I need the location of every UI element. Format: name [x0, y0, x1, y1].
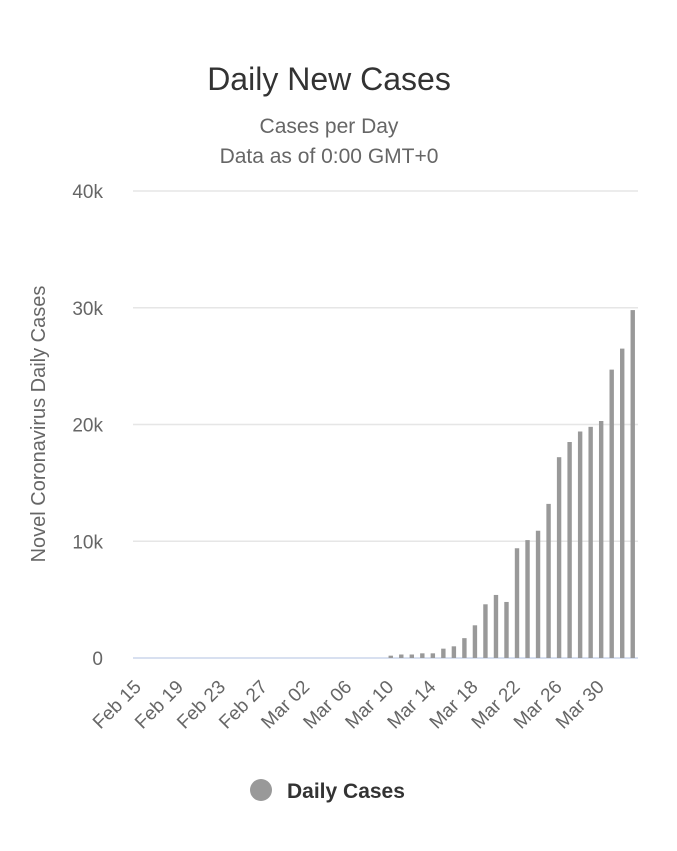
- bar: [462, 638, 467, 658]
- x-tick-label: Mar 30: [552, 677, 609, 734]
- y-tick-label: 40k: [72, 182, 103, 203]
- chart-subtitle: Cases per Day: [260, 115, 399, 138]
- bar: [409, 654, 415, 658]
- bar: [535, 530, 541, 658]
- bar: [546, 503, 551, 658]
- bar: [577, 431, 583, 658]
- y-tick-label: 20k: [72, 416, 103, 437]
- y-tick-label: 0: [92, 649, 103, 670]
- bar: [388, 655, 393, 658]
- bar: [567, 442, 572, 658]
- bar: [588, 426, 593, 658]
- bar: [598, 420, 604, 658]
- y-tick-label: 10k: [72, 532, 103, 553]
- bar: [630, 310, 635, 658]
- legend-marker: [250, 779, 272, 801]
- bar: [451, 646, 457, 658]
- bar: [556, 457, 562, 658]
- bar: [483, 604, 488, 658]
- chart-subtitle: Data as of 0:00 GMT+0: [220, 145, 439, 168]
- bar: [430, 653, 436, 658]
- y-tick-label: 30k: [72, 299, 103, 320]
- chart-title: Daily New Cases: [207, 61, 451, 97]
- bar: [420, 653, 425, 658]
- bar: [514, 548, 520, 658]
- y-axis-label: Novel Coronavirus Daily Cases: [28, 286, 50, 563]
- bar: [525, 540, 530, 658]
- bar: [472, 625, 478, 658]
- legend-label: Daily Cases: [287, 780, 405, 803]
- bar: [609, 369, 614, 658]
- bar: [493, 594, 499, 658]
- bar: [620, 348, 625, 658]
- bar: [504, 601, 509, 658]
- bar: [399, 654, 404, 658]
- bar: [441, 648, 446, 658]
